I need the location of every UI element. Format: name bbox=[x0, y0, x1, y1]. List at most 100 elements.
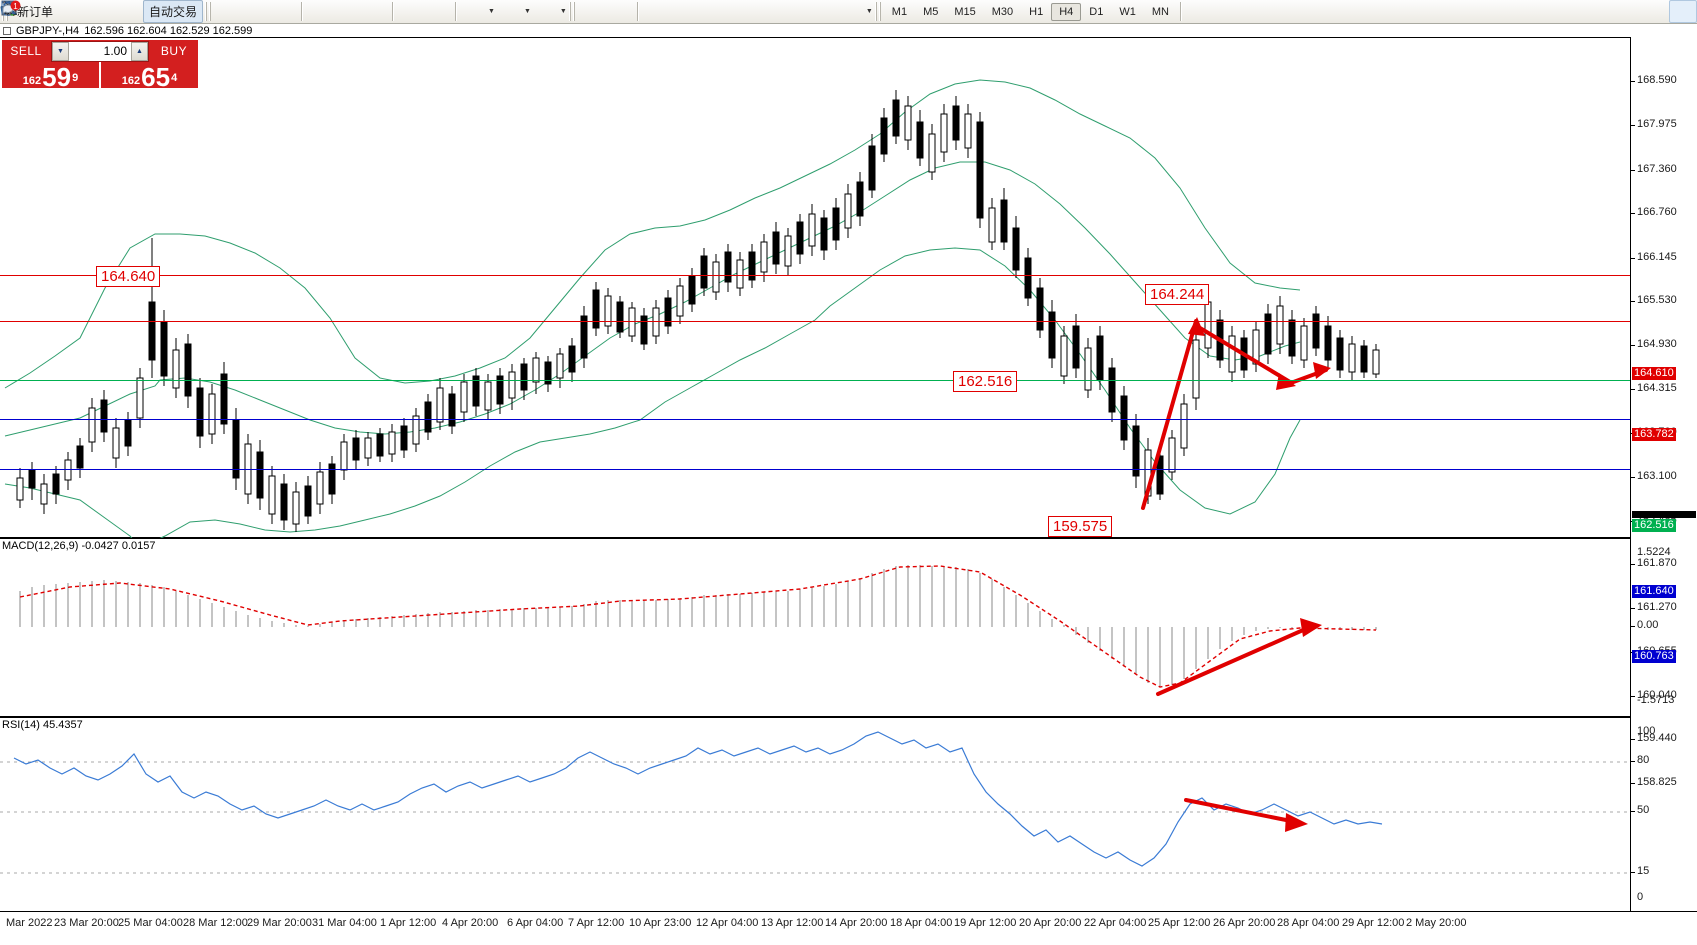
chart-area[interactable]: 164.640 164.244 162.516 159.575 MACD(12,… bbox=[0, 37, 1697, 934]
level-line-161640[interactable] bbox=[0, 419, 1630, 420]
macd-histogram bbox=[19, 565, 1377, 687]
price-label-163782[interactable]: 163.782 bbox=[1632, 428, 1676, 441]
timeframe-m30[interactable]: M30 bbox=[991, 5, 1014, 18]
macd-tick: 1.5224 bbox=[1637, 546, 1671, 558]
equidistant-channel-button[interactable]: E bbox=[2, 0, 753, 23]
templates-button[interactable] bbox=[1, 0, 559, 23]
svg-text:F: F bbox=[13, 12, 17, 18]
time-tick: 22 Apr 04:00 bbox=[1084, 917, 1147, 929]
annotation-164640[interactable]: 164.640 bbox=[96, 266, 161, 287]
price-label-164610[interactable]: 164.610 bbox=[1632, 367, 1676, 380]
annotation-159575[interactable]: 159.575 bbox=[1048, 516, 1113, 537]
current-price-marker bbox=[1632, 511, 1696, 518]
time-tick: 19 Apr 12:00 bbox=[954, 917, 1017, 929]
time-tick: 10 Apr 23:00 bbox=[629, 917, 692, 929]
grid-button[interactable] bbox=[1, 0, 389, 23]
time-tick: 29 Mar 20:00 bbox=[247, 917, 312, 929]
annotation-164244[interactable]: 164.244 bbox=[1145, 284, 1210, 305]
period-dropdown-caret[interactable]: ▼ bbox=[523, 8, 531, 15]
arrows-button[interactable] bbox=[4, 0, 865, 23]
templates-dropdown-caret[interactable]: ▼ bbox=[559, 8, 567, 15]
sell-button[interactable]: SELL bbox=[10, 44, 42, 58]
price-tick: 167.975 bbox=[1631, 118, 1697, 130]
zoom-in-button[interactable] bbox=[2, 0, 333, 23]
horizontal-line-button[interactable] bbox=[3, 0, 697, 23]
time-tick: 14 Apr 20:00 bbox=[825, 917, 888, 929]
toolbar-separator-2 bbox=[392, 2, 394, 21]
annotation-162516[interactable]: 162.516 bbox=[953, 371, 1018, 392]
indicators-button[interactable] bbox=[2, 0, 487, 23]
crosshair-tool-button[interactable] bbox=[2, 0, 87, 23]
timeframe-h4[interactable]: H4 bbox=[1051, 2, 1082, 21]
toolbar-separator-3 bbox=[455, 2, 457, 21]
time-tick: 12 Apr 04:00 bbox=[696, 917, 759, 929]
price-pane[interactable]: 164.640 164.244 162.516 159.575 bbox=[0, 37, 1630, 549]
timeframe-h1[interactable]: H1 bbox=[1029, 5, 1044, 18]
time-tick: 26 Apr 20:00 bbox=[1213, 917, 1276, 929]
level-line-164610[interactable] bbox=[0, 275, 1630, 276]
level-line-162516[interactable] bbox=[0, 380, 1630, 381]
buy-button[interactable]: BUY bbox=[160, 44, 188, 58]
price-tick: 165.530 bbox=[1631, 294, 1697, 306]
one-click-trading-panel[interactable]: SELL ▼ 1.00 ▲ BUY 162 59 9 162 65 4 bbox=[2, 40, 198, 90]
fibonacci-button[interactable]: F bbox=[4, 0, 781, 23]
text-tool-button[interactable]: A bbox=[3, 0, 809, 23]
period-button[interactable] bbox=[2, 0, 523, 23]
price-tick: 161.870 bbox=[1631, 557, 1697, 569]
crosshair-button[interactable] bbox=[3, 0, 634, 23]
timeframe-d1[interactable]: D1 bbox=[1089, 5, 1104, 18]
rsi-line bbox=[13, 731, 1383, 867]
svg-text:E: E bbox=[13, 11, 17, 17]
zoom-out-button[interactable] bbox=[2, 0, 361, 23]
analysis-arrows bbox=[1141, 317, 1331, 510]
level-line-160763[interactable] bbox=[0, 469, 1630, 470]
macd-tick: 0.00 bbox=[1631, 619, 1697, 631]
time-tick: 31 Mar 04:00 bbox=[312, 917, 377, 929]
arrow-down-correction bbox=[1198, 326, 1292, 384]
price-label-161640[interactable]: 161.640 bbox=[1632, 585, 1676, 598]
autoscroll-button[interactable] bbox=[3, 0, 452, 23]
time-tick: 25 Apr 12:00 bbox=[1148, 917, 1211, 929]
toolbar-grip-3[interactable] bbox=[568, 2, 576, 21]
timeframe-m1[interactable]: M1 bbox=[891, 5, 908, 18]
price-label-162516[interactable]: 162.516 bbox=[1632, 519, 1676, 532]
volume-increase-button[interactable]: ▲ bbox=[131, 41, 148, 61]
cursor-tool-button[interactable] bbox=[4, 0, 606, 23]
volume-input[interactable]: ▼ 1.00 ▲ bbox=[51, 40, 149, 62]
price-tick: 167.360 bbox=[1631, 163, 1697, 175]
trendline-button[interactable] bbox=[3, 0, 725, 23]
alerts-button[interactable]: 1 bbox=[2, 0, 1697, 23]
timeframe-m15[interactable]: M15 bbox=[954, 5, 976, 18]
search-button[interactable] bbox=[3, 0, 1669, 23]
time-axis[interactable]: Mar 2022 23 Mar 20:00 25 Mar 04:00 28 Ma… bbox=[0, 911, 1697, 934]
vertical-line-button[interactable] bbox=[6, 0, 669, 23]
signals-button[interactable] bbox=[1, 0, 143, 23]
volume-decrease-button[interactable]: ▼ bbox=[52, 41, 69, 61]
arrows-dropdown-caret[interactable]: ▼ bbox=[865, 8, 873, 15]
candlestick-chart-button[interactable] bbox=[4, 0, 270, 23]
price-axis[interactable]: 168.590 167.975 167.360 166.760 166.145 … bbox=[1630, 37, 1697, 911]
timeframe-m5[interactable]: M5 bbox=[923, 5, 939, 18]
bar-chart-button[interactable] bbox=[3, 0, 242, 23]
rsi-pane[interactable]: RSI(14) 45.4357 bbox=[0, 717, 1630, 913]
time-tick: 4 Apr 20:00 bbox=[442, 917, 499, 929]
sell-price[interactable]: 162 59 9 bbox=[2, 62, 99, 90]
toolbar-grip-4[interactable] bbox=[874, 2, 882, 21]
level-line-163782[interactable] bbox=[0, 321, 1630, 322]
text-label-button[interactable]: T bbox=[2, 0, 837, 23]
line-chart-button[interactable] bbox=[2, 0, 298, 23]
timeframe-w1[interactable]: W1 bbox=[1119, 5, 1136, 18]
indicators-dropdown-caret[interactable]: ▼ bbox=[488, 8, 495, 15]
toolbar-grip-2[interactable] bbox=[205, 2, 213, 21]
price-label-160763[interactable]: 160.763 bbox=[1632, 650, 1676, 663]
toolbar-separator-1 bbox=[301, 2, 303, 21]
shift-end-button[interactable] bbox=[3, 0, 424, 23]
time-tick: 6 Apr 04:00 bbox=[507, 917, 564, 929]
timeframe-mn[interactable]: MN bbox=[1151, 5, 1169, 18]
autotrading-button[interactable]: 自动交易 bbox=[0, 0, 204, 23]
data-window-button[interactable] bbox=[2, 0, 115, 23]
buy-price[interactable]: 162 65 4 bbox=[101, 62, 198, 90]
macd-pane[interactable]: MACD(12,26,9) -0.0427 0.0157 bbox=[0, 538, 1630, 717]
price-tick: 164.315 bbox=[1631, 382, 1697, 394]
autotrading-label: 自动交易 bbox=[149, 5, 198, 19]
